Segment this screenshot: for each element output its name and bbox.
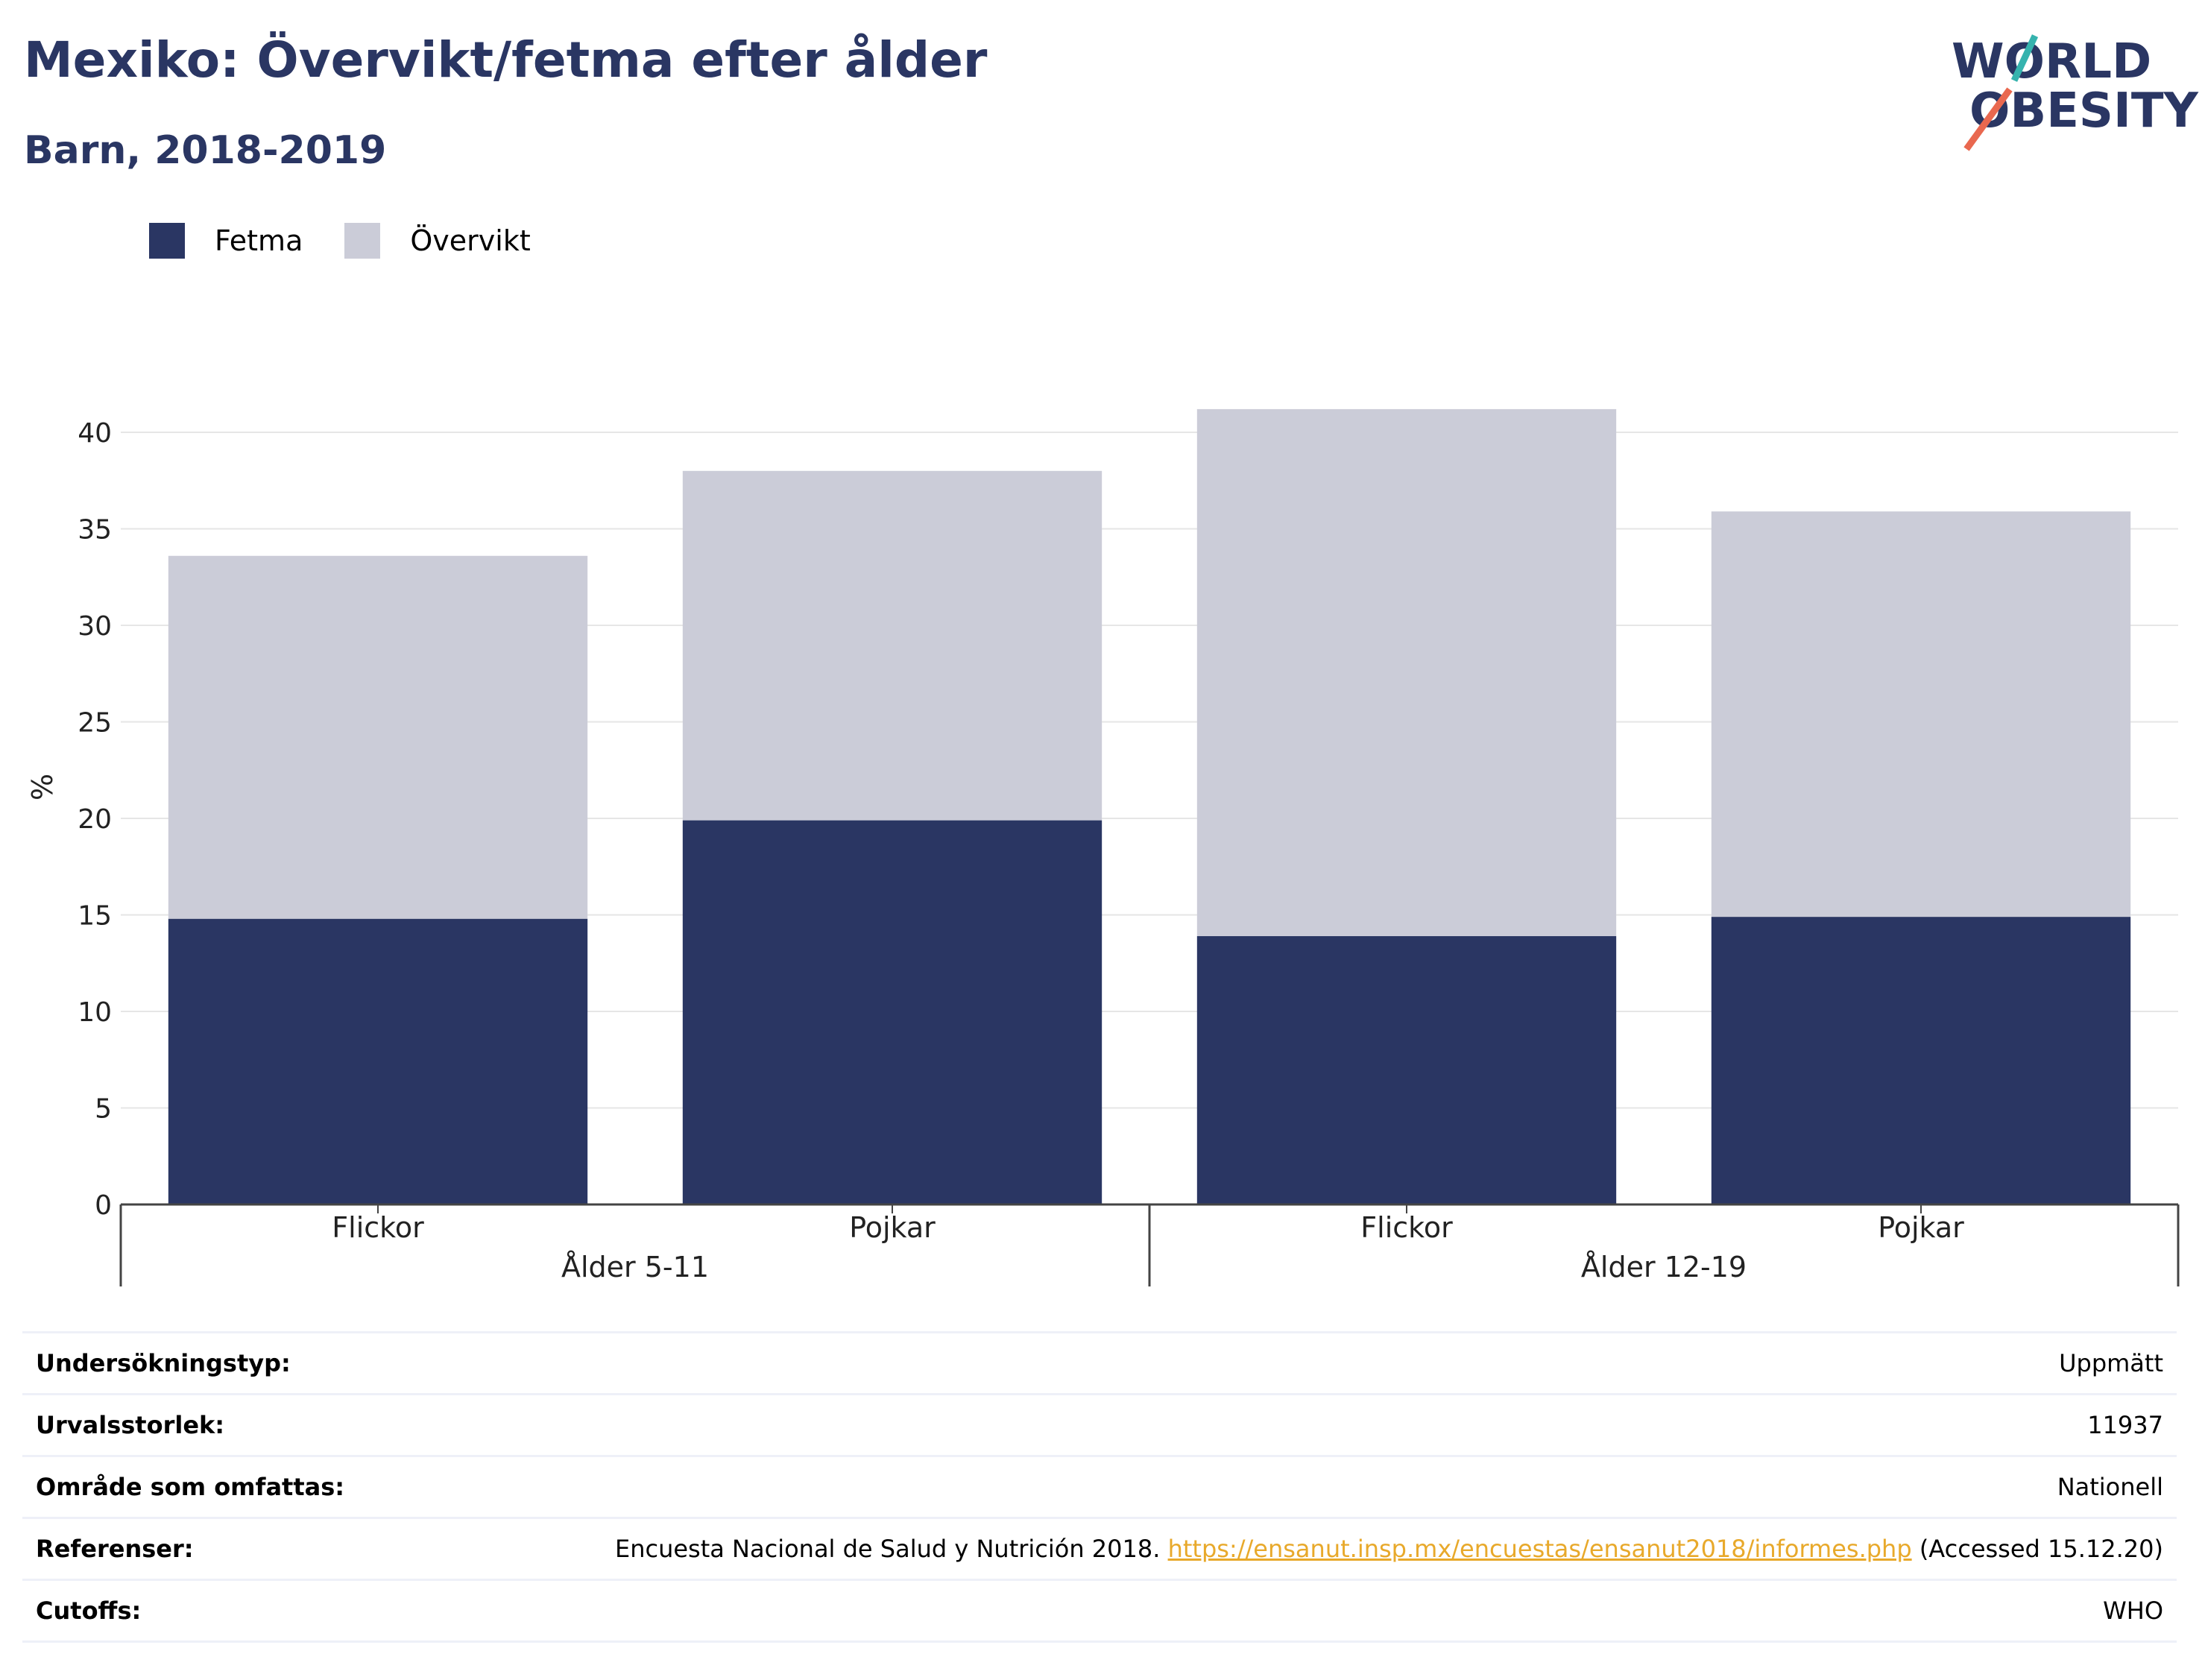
info-label: Referenser: xyxy=(36,1535,194,1563)
x-group-label: Ålder 12-19 xyxy=(1581,1251,1747,1283)
info-label: Urvalsstorlek: xyxy=(36,1411,225,1439)
reference-text: Encuesta Nacional de Salud y Nutrición 2… xyxy=(614,1535,1168,1563)
y-tick-label: 35 xyxy=(78,515,112,546)
bar-fetma xyxy=(1711,917,2131,1204)
legend-item-fetma[interactable]: Fetma xyxy=(149,223,303,259)
y-tick-label: 5 xyxy=(95,1094,112,1125)
info-row-references: Referenser: Encuesta Nacional de Salud y… xyxy=(22,1518,2177,1580)
world-obesity-logo: WORLD OBESITY xyxy=(1952,34,2198,151)
legend-label-overvikt: Övervikt xyxy=(410,224,531,257)
info-row-coverage: Område som omfattas: Nationell xyxy=(22,1456,2177,1518)
reference-accessed: (Accessed 15.12.20) xyxy=(1911,1535,2163,1563)
info-value: 11937 xyxy=(2087,1411,2163,1439)
info-label: Område som omfattas: xyxy=(36,1473,345,1501)
survey-info-table: Undersökningstyp: Uppmätt Urvalsstorlek:… xyxy=(22,1331,2177,1643)
bar-fetma xyxy=(682,820,1102,1204)
chart-legend: Fetma Övervikt xyxy=(149,221,572,261)
axes: 0 5 10 15 20 25 30 35 40 Flickor Pojkar Flickor Pojk… xyxy=(78,418,2180,1286)
info-value: WHO xyxy=(2103,1597,2163,1625)
bar-overvikt xyxy=(1196,408,1617,936)
bar-overvikt xyxy=(168,555,588,919)
legend-item-overvikt[interactable]: Övervikt xyxy=(344,223,531,259)
info-row-sample-size: Urvalsstorlek: 11937 xyxy=(22,1394,2177,1456)
logo-line-1: WORLD xyxy=(1952,34,2151,89)
chart-subtitle: Barn, 2018-2019 xyxy=(24,128,387,173)
y-tick-label: 10 xyxy=(78,997,112,1028)
logo-slash-teal xyxy=(2010,34,2039,82)
bars xyxy=(168,408,2131,1204)
bar-overvikt xyxy=(682,470,1102,821)
reference-link[interactable]: https://ensanut.insp.mx/encuestas/ensanu… xyxy=(1167,1535,1912,1563)
legend-swatch-fetma xyxy=(149,223,185,259)
x-category-label: Flickor xyxy=(1360,1211,1453,1244)
bar-fetma xyxy=(1196,935,1617,1204)
y-tick-label: 20 xyxy=(78,804,112,835)
y-tick-label: 30 xyxy=(78,611,112,642)
x-group-label: Ålder 5-11 xyxy=(561,1251,709,1283)
x-category-label: Pojkar xyxy=(1878,1211,1964,1244)
logo-slash-orange xyxy=(1963,87,2013,151)
y-axis-title: % xyxy=(26,774,59,800)
bar-fetma xyxy=(168,918,588,1204)
y-tick-label: 25 xyxy=(78,708,112,739)
bar-overvikt xyxy=(1711,511,2131,918)
chart-title: Mexiko: Övervikt/fetma efter ålder xyxy=(24,31,988,89)
y-tick-label: 40 xyxy=(78,418,112,449)
x-category-label: Pojkar xyxy=(849,1211,936,1244)
stacked-bar-chart: 0 5 10 15 20 25 30 35 40 Flickor Pojkar Flickor Pojk… xyxy=(26,408,2180,1286)
info-row-survey-type: Undersökningstyp: Uppmätt xyxy=(22,1332,2177,1395)
info-label: Undersökningstyp: xyxy=(36,1349,291,1377)
info-row-cutoffs: Cutoffs: WHO xyxy=(22,1579,2177,1642)
y-tick-label: 0 xyxy=(95,1190,112,1221)
legend-swatch-overvikt xyxy=(344,223,381,259)
info-value-reference: Encuesta Nacional de Salud y Nutrición 2… xyxy=(400,1518,2177,1580)
info-value: Uppmätt xyxy=(2059,1349,2163,1377)
legend-label-fetma: Fetma xyxy=(215,224,303,257)
x-category-label: Flickor xyxy=(332,1211,424,1244)
y-tick-label: 15 xyxy=(78,901,112,932)
info-value: Nationell xyxy=(2057,1473,2163,1501)
info-label: Cutoffs: xyxy=(36,1597,142,1625)
